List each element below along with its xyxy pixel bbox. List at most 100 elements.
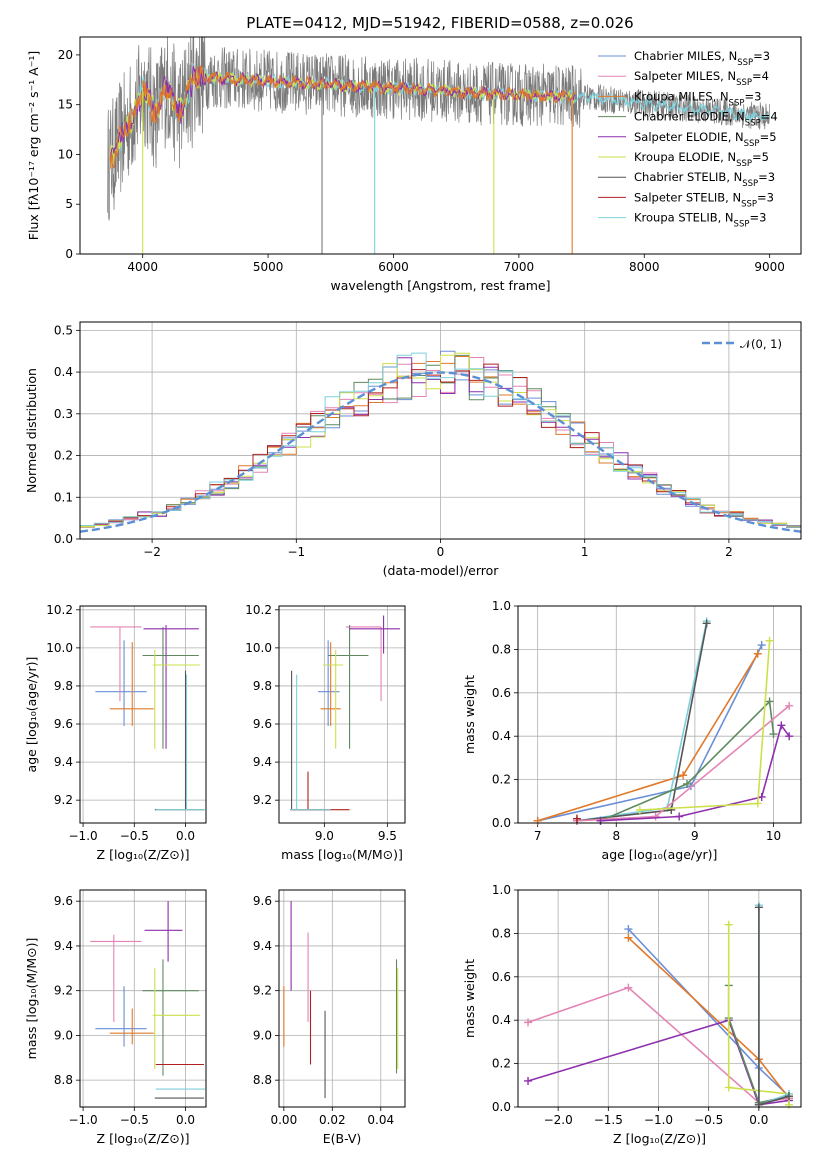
x-tick-label: 0.02 — [319, 1113, 346, 1127]
histograms — [80, 350, 801, 533]
y-axis-label: Flux [fλ10⁻¹⁷ erg cm⁻² s⁻¹ A⁻¹] — [26, 51, 41, 240]
x-tick-label: −0.5 — [120, 1113, 149, 1127]
plot-area-age_vs_mass — [290, 615, 400, 811]
panel-weight_vs_Z: −2.0 −1.5 −1.0 −0.5 0.0 0.0 0.2 0.4 0.6 0.8 1.0 Z [… — [462, 883, 802, 1146]
series-point — [624, 983, 633, 992]
y-tick-label: 15 — [58, 98, 73, 112]
y-tick-label: 0.2 — [492, 773, 511, 787]
model-spectrum-line — [109, 64, 576, 160]
y-tick-label: 1.0 — [492, 599, 511, 613]
x-axis-label: mass [log₁₀(M/M⊙)] — [281, 847, 403, 862]
legend-entry: Kroupa MILES, NSSP=3 — [634, 89, 761, 108]
series-point — [757, 641, 766, 650]
x-tick-label: 10 — [766, 829, 781, 843]
y-tick-label: 9.8 — [253, 679, 272, 693]
grid-mass_vs_Z — [80, 890, 206, 1107]
y-tick-label: 0.0 — [54, 532, 73, 546]
legend-entry: Chabrier ELODIE, NSSP=4 — [634, 110, 778, 129]
x-tick-label: 9.5 — [378, 829, 397, 843]
series-line — [600, 699, 775, 822]
data-spectrum-line — [107, 37, 771, 221]
x-tick-label: −1 — [287, 545, 305, 559]
figure-title: PLATE=0412, MJD=51942, FIBERID=0588, z=0… — [246, 14, 633, 32]
panel-age_vs_Z: −1.0 −0.5 0.0 9.2 9.4 9.6 9.8 10.0 10.2 Z [log₁₀(… — [24, 603, 207, 862]
x-tick-label: 7000 — [504, 260, 535, 274]
x-tick-label: 9.0 — [315, 829, 334, 843]
spectrum-lines — [107, 37, 771, 254]
legend-entry: Chabrier MILES, NSSP=3 — [634, 49, 770, 68]
y-tick-label: 10 — [58, 147, 73, 161]
axes-frame — [517, 605, 802, 824]
y-tick-label: 0.6 — [492, 970, 511, 984]
panel-weight_vs_age: 7 8 9 10 0.0 0.2 0.4 0.6 0.8 1.0 age [log₁₀(age/yr… — [462, 599, 802, 862]
series-point — [524, 1018, 533, 1027]
panel-mass_vs_ebv: 0.00 0.02 0.04 8.8 9.0 9.2 9.4 9.6 E(B-V) — [253, 889, 406, 1146]
x-axis-label: age [log₁₀(age/yr)] — [602, 847, 718, 862]
legend-entry: Chabrier STELIB, NSSP=3 — [634, 170, 775, 189]
y-tick-label: 0.5 — [54, 323, 73, 337]
x-axis-label: (data-model)/error — [383, 563, 500, 578]
series-point — [651, 812, 660, 821]
axes-frame — [517, 889, 802, 1108]
x-tick-label: 0.0 — [749, 1113, 768, 1127]
series-point — [679, 771, 688, 780]
y-tick-label: 0.2 — [54, 449, 73, 463]
series-point — [753, 649, 762, 658]
plot-area-weight_vs_age — [533, 617, 794, 825]
series-point — [624, 933, 633, 942]
histogram-step — [80, 352, 801, 529]
x-tick-label: −1.5 — [594, 1113, 623, 1127]
y-axis-label: Normed distribution — [24, 368, 39, 493]
y-tick-label: 0.2 — [492, 1057, 511, 1071]
y-tick-label: 10.0 — [245, 641, 272, 655]
y-axis-label: mass weight — [462, 675, 477, 754]
y-tick-label: 8.8 — [253, 1073, 272, 1087]
y-tick-label: 0.8 — [492, 642, 511, 656]
legend-entry: 𝒩(0, 1) — [740, 337, 782, 351]
y-tick-label: 9.4 — [54, 939, 73, 953]
x-tick-label: −0.5 — [694, 1113, 723, 1127]
x-axis-label: Z [log₁₀(Z/Z⊙)] — [613, 1131, 706, 1146]
y-tick-label: 20 — [58, 48, 73, 62]
y-axis-label: mass [log₁₀(M/M⊙)] — [24, 938, 39, 1060]
series-point — [724, 920, 733, 929]
x-tick-label: 0.0 — [176, 829, 195, 843]
y-tick-label: 0.8 — [492, 926, 511, 940]
legend-entry: Kroupa ELODIE, NSSP=5 — [634, 150, 769, 169]
axes-frame — [79, 321, 802, 540]
x-tick-label: 0.00 — [270, 1113, 297, 1127]
model-spectrum-line — [109, 65, 576, 169]
series-point — [724, 1083, 733, 1092]
x-tick-label: 0 — [437, 545, 445, 559]
panel-mass_vs_Z: −1.0 −0.5 0.0 8.8 9.0 9.2 9.4 9.6 Z [log₁₀(Z/Z⊙)… — [24, 889, 207, 1146]
axes-frame — [79, 889, 207, 1108]
plot-area-age_vs_Z — [90, 625, 205, 811]
plot-area-mass_vs_ebv — [283, 901, 399, 1099]
y-tick-label: 0.0 — [492, 1100, 511, 1114]
y-tick-label: 0.1 — [54, 490, 73, 504]
x-tick-label: 1 — [581, 545, 589, 559]
series-point — [785, 701, 794, 710]
legend-entry: Kroupa STELIB, NSSP=3 — [634, 211, 766, 230]
y-tick-label: 0 — [65, 247, 73, 261]
series-point — [784, 1092, 793, 1101]
series-point — [667, 805, 676, 814]
x-tick-label: −1.0 — [69, 829, 98, 843]
axes-frame — [79, 36, 802, 255]
x-axis-label: E(B-V) — [323, 1131, 362, 1146]
x-axis-label: Z [log₁₀(Z/Z⊙)] — [97, 1131, 190, 1146]
series-point — [753, 799, 762, 808]
panel-spectrum: 4000 5000 6000 7000 8000 9000 0 5 10 15 20 Chabrier… — [26, 36, 802, 293]
series-point — [765, 636, 774, 645]
x-axis-label: wavelength [Angstrom, rest frame] — [330, 278, 550, 293]
legend-entry: Salpeter STELIB, NSSP=3 — [634, 190, 774, 209]
series-point — [524, 1076, 533, 1085]
series-point — [683, 779, 692, 788]
y-tick-label: 10.2 — [245, 603, 272, 617]
series-point — [777, 721, 786, 730]
y-axis-label: mass weight — [462, 959, 477, 1038]
